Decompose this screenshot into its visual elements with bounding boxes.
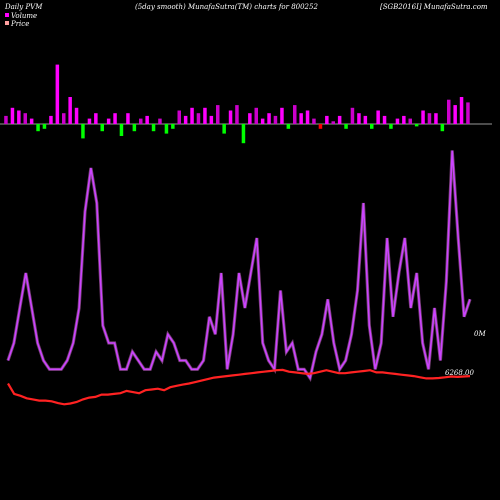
- volume-bar: [29, 118, 34, 124]
- volume-bar: [49, 115, 53, 124]
- volume-bar: [453, 105, 457, 124]
- volume-bar: [427, 113, 432, 124]
- volume-bar: [81, 124, 85, 139]
- volume-bar: [434, 113, 438, 124]
- volume-bar: [94, 113, 98, 124]
- volume-bar: [10, 107, 15, 124]
- volume-bar: [363, 115, 368, 124]
- volume-line: [7, 150, 471, 380]
- volume-bar: [158, 118, 162, 124]
- volume-bars: [4, 64, 470, 144]
- volume-bar: [466, 102, 470, 124]
- volume-bar: [151, 124, 156, 132]
- volume-bar: [222, 124, 226, 134]
- volume-bar: [235, 105, 239, 124]
- volume-bar: [196, 113, 201, 124]
- volume-bar: [36, 124, 40, 132]
- volume-bar: [293, 105, 297, 124]
- volume-bar: [440, 124, 445, 132]
- volume-bar: [280, 107, 284, 124]
- volume-bar: [447, 99, 451, 124]
- volume-bar: [145, 115, 149, 124]
- volume-bar: [4, 115, 8, 124]
- volume-bar: [23, 113, 27, 124]
- header-right: [SGB2016I] MunafaSutra.com: [380, 3, 488, 11]
- header-mid: (5day smooth) MunafaSutra(TM) charts for…: [135, 3, 318, 11]
- volume-bar: [337, 115, 342, 124]
- volume-bar: [17, 110, 21, 124]
- volume-bar: [177, 110, 181, 124]
- volume-bar: [209, 115, 214, 124]
- volume-bar: [267, 113, 271, 124]
- volume-bar: [42, 124, 47, 129]
- volume-bar: [350, 107, 355, 124]
- line-series: [6, 150, 472, 406]
- annotation-price: 6268.00: [445, 369, 474, 377]
- volume-bar: [273, 115, 278, 124]
- volume-bar: [100, 124, 104, 132]
- volume-bar: [357, 113, 361, 124]
- volume-bar: [228, 110, 233, 124]
- volume-bar: [318, 124, 323, 129]
- legend-volume-swatch: [5, 13, 9, 17]
- volume-bar: [132, 124, 137, 132]
- volume-bar: [325, 115, 329, 124]
- volume-bar: [139, 118, 143, 124]
- volume-bar: [119, 124, 124, 136]
- volume-bar: [203, 107, 207, 124]
- legend-price-label: Price: [10, 20, 29, 28]
- volume-bar: [126, 113, 130, 124]
- volume-bar: [344, 124, 348, 129]
- volume-bar: [62, 113, 66, 124]
- price-line: [7, 368, 471, 406]
- legend: Volume Price: [5, 12, 37, 28]
- legend-price-swatch: [5, 21, 9, 25]
- volume-bar: [241, 124, 246, 144]
- volume-bar: [74, 107, 79, 124]
- volume-bar: [382, 115, 387, 124]
- volume-bar: [305, 110, 310, 124]
- volume-bar: [113, 113, 117, 124]
- volume-bar: [106, 118, 111, 124]
- volume-bar: [171, 124, 175, 129]
- volume-bar: [254, 107, 258, 124]
- legend-volume-label: Volume: [11, 12, 37, 20]
- volume-bar: [402, 115, 406, 124]
- volume-bar: [216, 105, 220, 124]
- volume-bar: [299, 113, 303, 124]
- volume-bar: [459, 97, 464, 124]
- volume-bar: [68, 97, 72, 124]
- volume-bar: [183, 115, 188, 124]
- volume-bar: [370, 124, 374, 129]
- volume-bar: [414, 124, 419, 127]
- volume-bar: [408, 118, 412, 124]
- volume-bar: [260, 118, 265, 124]
- volume-bar: [395, 118, 400, 124]
- volume-bar: [55, 64, 60, 124]
- volume-bar: [248, 113, 252, 124]
- volume-bar: [376, 110, 380, 124]
- volume-bar: [164, 124, 169, 134]
- header-left: Daily PVM: [4, 3, 43, 11]
- volume-bar: [331, 121, 335, 124]
- volume-bar: [87, 118, 92, 124]
- annotation-0m: 0M: [474, 330, 486, 338]
- volume-bar: [421, 110, 425, 124]
- volume-bar: [190, 107, 194, 124]
- volume-bar: [312, 118, 316, 124]
- volume-bar: [286, 124, 291, 129]
- volume-bar: [389, 124, 393, 129]
